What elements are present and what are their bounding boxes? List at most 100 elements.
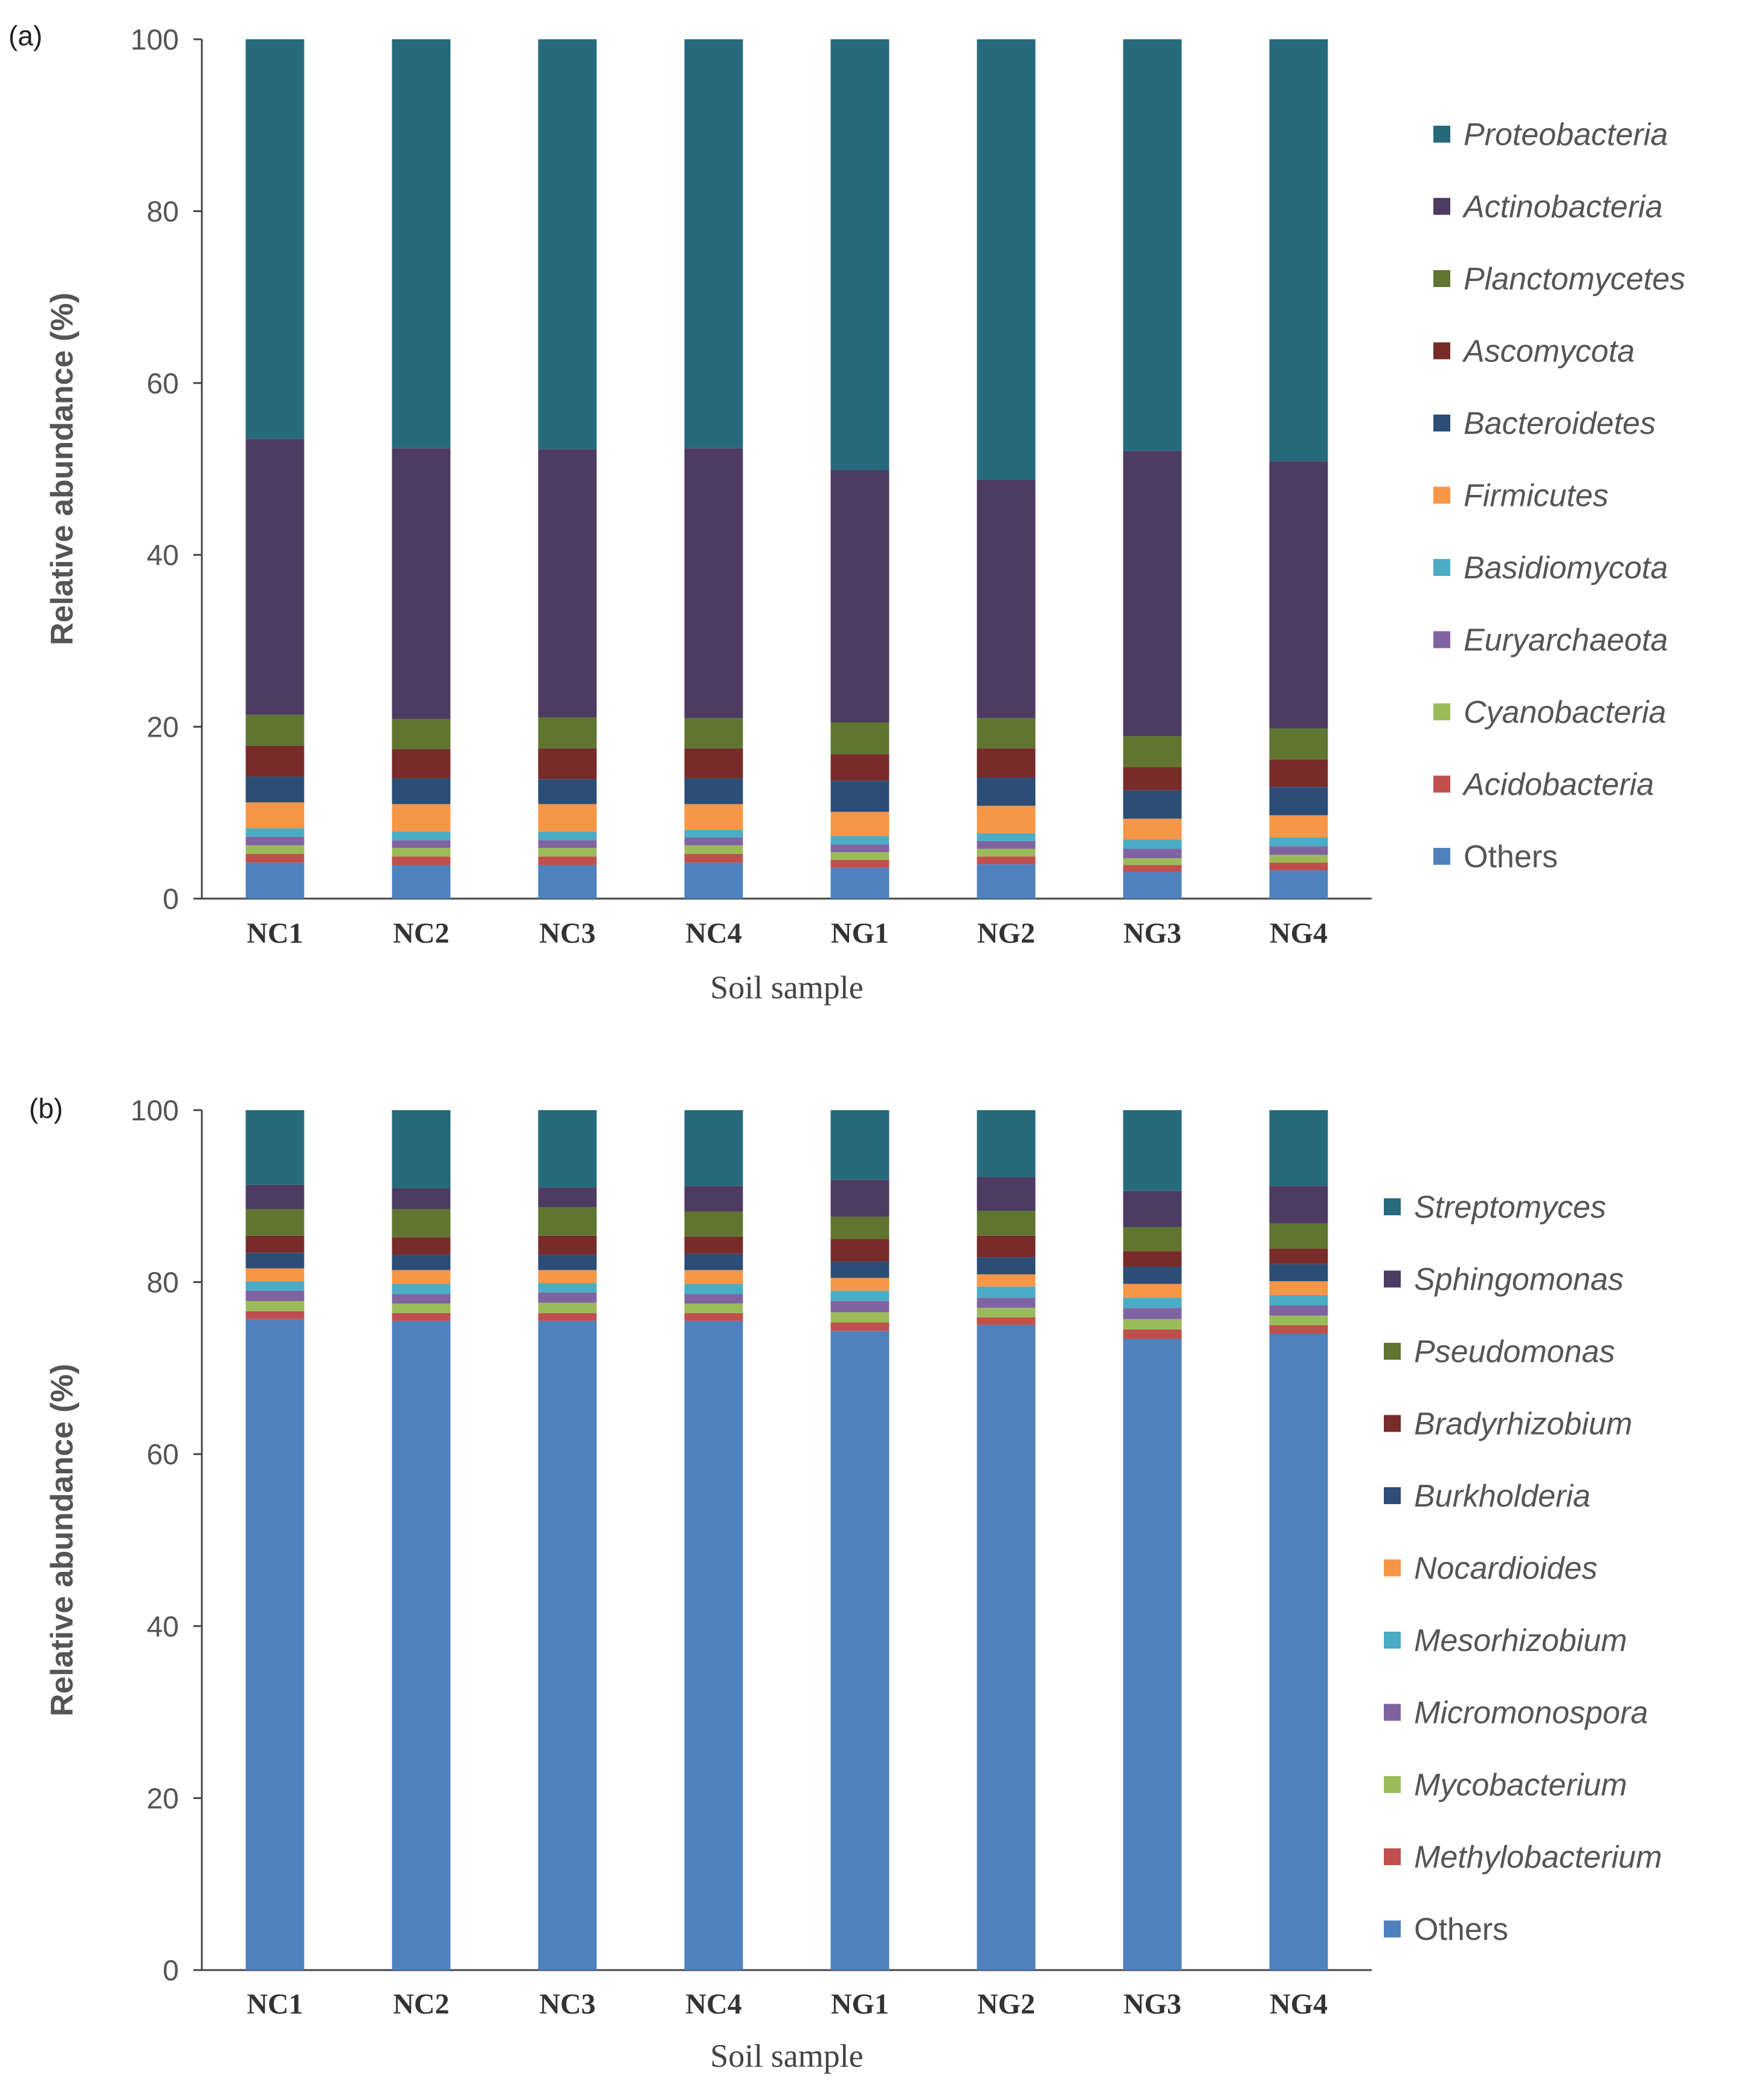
x-tick-label: NC2 <box>393 917 449 949</box>
bar-segment-burkholderia-nc3 <box>538 1255 597 1270</box>
legend-label-others: Others <box>1414 1912 1508 1947</box>
legend-swatch-micromonospora <box>1384 1704 1401 1721</box>
bar-segment-sphingomonas-nc1 <box>245 1184 305 1209</box>
bar-segment-bradyrhizobium-ng1 <box>830 1239 890 1262</box>
legend-swatch-basidiomycota <box>1433 559 1450 576</box>
bar-segment-bacteroidetes-nc1 <box>245 777 305 803</box>
bar-stack-nc2 <box>392 39 451 899</box>
bar-segment-others-nc4 <box>684 1320 743 1970</box>
x-tick-label: NG2 <box>977 1988 1035 2020</box>
bar-segment-others-ng1 <box>830 867 890 899</box>
legend-swatch-burkholderia <box>1384 1487 1401 1504</box>
bar-segment-actinobacteria-nc2 <box>392 448 451 719</box>
bar-segment-basidiomycota-ng2 <box>977 833 1036 841</box>
bar-segment-acidobacteria-nc3 <box>538 856 597 865</box>
bar-segment-firmicutes-ng4 <box>1269 815 1328 838</box>
bar-segment-planctomycetes-ng3 <box>1123 736 1182 767</box>
bar-segment-pseudomonas-ng2 <box>977 1210 1036 1236</box>
x-tick-label: NC3 <box>539 917 595 949</box>
bar-segment-micromonospora-nc2 <box>392 1294 451 1304</box>
bar-segment-proteobacteria-nc1 <box>245 39 305 439</box>
legend-label-burkholderia: Burkholderia <box>1414 1479 1590 1514</box>
x-tick-label: NG3 <box>1123 917 1181 949</box>
legend-swatch-methylobacterium <box>1384 1848 1401 1866</box>
x-tick-label: NC4 <box>685 1988 741 2020</box>
legend-label-firmicutes: Firmicutes <box>1464 479 1609 514</box>
bar-segment-bradyrhizobium-ng2 <box>977 1235 1036 1258</box>
bar-segment-acidobacteria-nc2 <box>392 856 451 865</box>
bar-segment-mesorhizobium-nc4 <box>684 1284 743 1294</box>
bar-segment-proteobacteria-ng4 <box>1269 39 1328 462</box>
legend-swatch-proteobacteria <box>1433 126 1450 143</box>
y-tick-label: 60 <box>147 368 179 400</box>
bar-segment-euryarchaeota-nc2 <box>392 840 451 848</box>
bar-segment-planctomycetes-nc1 <box>245 714 305 746</box>
bar-segment-acidobacteria-ng2 <box>977 856 1036 865</box>
bar-segment-bradyrhizobium-nc4 <box>684 1236 743 1254</box>
x-tick-label: NC3 <box>539 1988 595 2020</box>
bar-segment-streptomyces-nc3 <box>538 1110 597 1188</box>
bar-segment-mycobacterium-nc2 <box>392 1304 451 1313</box>
bar-segment-others-ng4 <box>1269 1333 1328 1970</box>
bar-segment-mesorhizobium-nc2 <box>392 1284 451 1294</box>
legend-swatch-bacteroidetes <box>1433 415 1450 431</box>
legend-swatch-others <box>1433 848 1450 865</box>
legend-swatch-ascomycota <box>1433 342 1450 360</box>
bar-stack-nc3 <box>538 39 597 899</box>
y-tick-label: 40 <box>147 1611 179 1643</box>
x-tick-label: NC1 <box>247 917 303 949</box>
bar-segment-acidobacteria-ng4 <box>1269 862 1328 871</box>
panel-label: (a) <box>8 20 42 51</box>
bar-segment-methylobacterium-nc2 <box>392 1313 451 1321</box>
bar-stack-ng3 <box>1123 1110 1182 1970</box>
bar-segment-acidobacteria-ng1 <box>830 860 890 868</box>
bar-segment-methylobacterium-ng2 <box>977 1317 1036 1325</box>
bar-stack-ng2 <box>977 39 1036 899</box>
bar-segment-ascomycota-ng2 <box>977 748 1036 778</box>
bar-segment-actinobacteria-nc1 <box>245 439 305 715</box>
bar-segment-sphingomonas-nc3 <box>538 1187 597 1207</box>
bar-segment-acidobacteria-nc4 <box>684 854 743 863</box>
bar-segment-basidiomycota-ng1 <box>830 836 890 845</box>
x-tick-label: NC1 <box>247 1988 303 2020</box>
bar-segment-others-nc1 <box>245 1319 305 1970</box>
bar-segment-basidiomycota-nc3 <box>538 832 597 841</box>
bar-stack-ng1 <box>830 1110 890 1970</box>
bar-segment-basidiomycota-ng3 <box>1123 839 1182 849</box>
bar-segment-pseudomonas-nc4 <box>684 1211 743 1237</box>
bar-stack-nc1 <box>245 1110 305 1970</box>
bar-segment-firmicutes-ng3 <box>1123 818 1182 839</box>
bar-segment-bacteroidetes-nc2 <box>392 778 451 804</box>
y-tick-label: 100 <box>131 1095 179 1127</box>
bar-segment-mycobacterium-ng3 <box>1123 1319 1182 1329</box>
bar-segment-streptomyces-nc4 <box>684 1110 743 1186</box>
bar-segment-actinobacteria-nc3 <box>538 449 597 717</box>
bar-segment-sphingomonas-nc4 <box>684 1186 743 1212</box>
bar-segment-mycobacterium-nc4 <box>684 1304 743 1313</box>
bar-segment-sphingomonas-ng2 <box>977 1177 1036 1211</box>
bar-segment-basidiomycota-ng4 <box>1269 838 1328 847</box>
bar-segment-euryarchaeota-nc3 <box>538 840 597 848</box>
bar-segment-bacteroidetes-ng4 <box>1269 787 1328 816</box>
bar-segment-burkholderia-nc2 <box>392 1255 451 1270</box>
legend-label-bradyrhizobium: Bradyrhizobium <box>1414 1407 1632 1442</box>
legend-label-mesorhizobium: Mesorhizobium <box>1414 1623 1627 1658</box>
x-tick-label: NG1 <box>831 917 889 949</box>
legend-label-acidobacteria: Acidobacteria <box>1462 767 1654 803</box>
bar-segment-others-nc4 <box>684 862 743 899</box>
bar-segment-sphingomonas-ng1 <box>830 1180 890 1217</box>
bar-segment-proteobacteria-ng2 <box>977 39 1036 480</box>
bar-segment-mesorhizobium-ng1 <box>830 1290 890 1301</box>
bar-segment-euryarchaeota-ng4 <box>1269 846 1328 855</box>
legend: Streptomyces Sphingomonas Pseudomonas Brady… <box>1384 1190 1662 1947</box>
bar-segment-euryarchaeota-ng3 <box>1123 848 1182 859</box>
bar-segment-burkholderia-nc4 <box>684 1253 743 1270</box>
bar-segment-others-ng3 <box>1123 871 1182 899</box>
bar-segment-methylobacterium-ng1 <box>830 1322 890 1331</box>
bar-segment-burkholderia-ng4 <box>1269 1264 1328 1282</box>
bar-segment-euryarchaeota-ng2 <box>977 841 1036 849</box>
legend-swatch-others <box>1384 1921 1401 1937</box>
legend-label-planctomycetes: Planctomycetes <box>1464 262 1685 297</box>
bar-segment-mesorhizobium-nc1 <box>245 1281 305 1291</box>
bar-segment-bacteroidetes-ng3 <box>1123 790 1182 819</box>
